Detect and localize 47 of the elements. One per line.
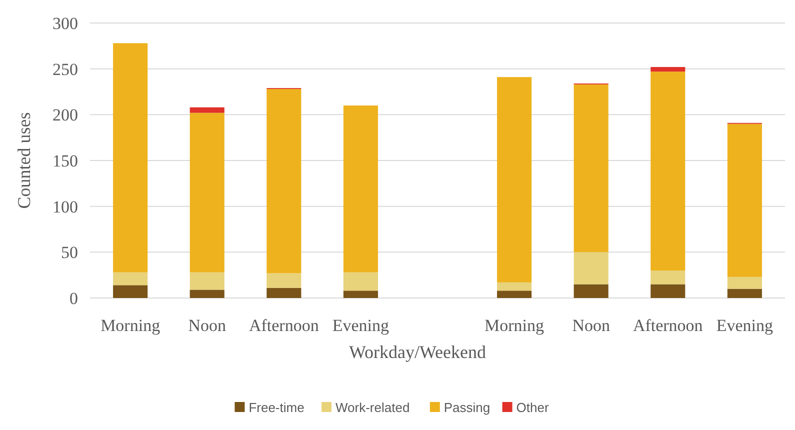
- bar: [113, 43, 148, 272]
- bar: [190, 107, 224, 113]
- bar: [343, 272, 378, 291]
- legend-label: Other: [516, 400, 550, 415]
- bar: [497, 77, 532, 282]
- x-tick-label: Evening: [716, 316, 774, 335]
- bar: [190, 272, 224, 290]
- bar: [574, 84, 608, 252]
- bar: [650, 284, 686, 298]
- bar: [650, 72, 686, 270]
- bar: [574, 284, 608, 298]
- x-tick-label: Morning: [484, 316, 545, 335]
- y-tick-label: 200: [52, 106, 78, 125]
- bar: [343, 290, 378, 298]
- legend-label: Free-time: [248, 400, 304, 415]
- x-tick-label: Afternoon: [248, 316, 320, 335]
- x-axis-title: Workday/Weekend: [348, 342, 486, 362]
- y-tick-label: 50: [61, 243, 78, 262]
- x-tick-label: Afternoon: [632, 316, 704, 335]
- x-tick-label: Noon: [188, 316, 226, 335]
- y-tick-label: 300: [52, 14, 78, 33]
- x-tick-label: Morning: [100, 316, 161, 335]
- bar: [266, 288, 302, 298]
- bar: [650, 67, 686, 72]
- y-tick-label: 0: [70, 288, 78, 308]
- bar: [190, 112, 224, 272]
- bar: [497, 282, 532, 291]
- bar: [266, 273, 302, 288]
- bar: [266, 89, 302, 274]
- bar: [727, 276, 762, 289]
- bar: [650, 270, 686, 284]
- bar: [574, 252, 608, 284]
- y-tick-label: 100: [52, 197, 78, 216]
- bar: [113, 285, 148, 298]
- bar: [190, 290, 224, 298]
- y-tick-label: 150: [52, 151, 78, 170]
- bar: [497, 290, 532, 298]
- bar: [727, 124, 762, 277]
- y-axis-title: Counted uses: [14, 112, 34, 209]
- x-tick-label: Noon: [572, 316, 610, 335]
- bar: [727, 288, 762, 298]
- legend-label: Passing: [444, 400, 490, 415]
- legend-label: Work-related: [336, 400, 410, 415]
- bar: [343, 106, 378, 272]
- x-tick-label: Evening: [332, 316, 390, 335]
- y-tick-label: 250: [52, 60, 78, 79]
- bar: [113, 272, 148, 286]
